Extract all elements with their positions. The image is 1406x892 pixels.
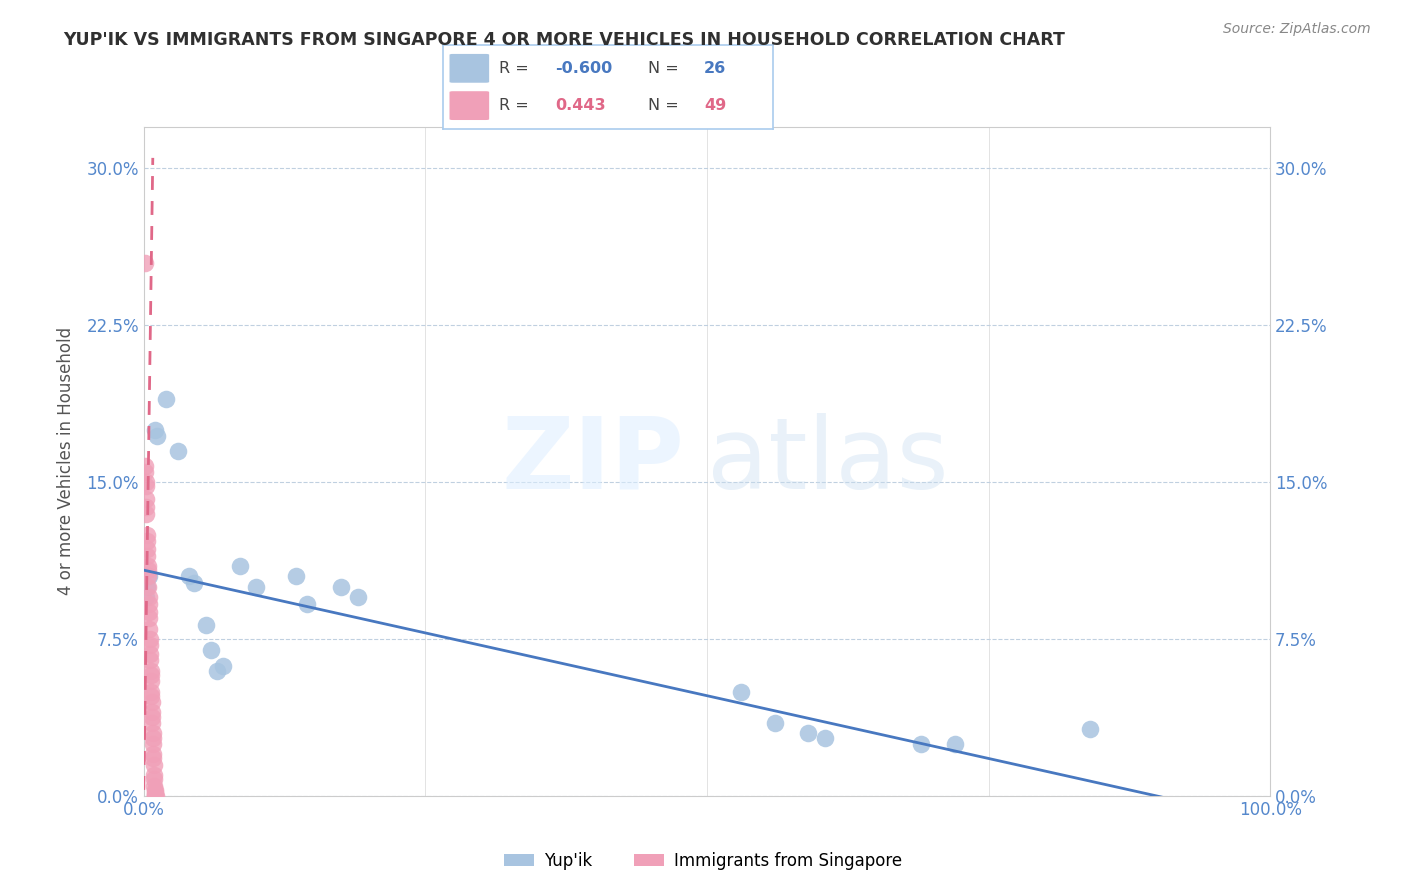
Point [136,580,159,594]
Text: atlas: atlas [707,413,949,510]
Point [797,726,820,740]
Point [141,684,163,698]
Point [139,664,162,678]
Point [146,429,169,443]
Text: N =: N = [648,61,679,76]
Point [138,622,160,636]
Point [141,715,163,730]
FancyBboxPatch shape [450,54,489,83]
Point [138,597,160,611]
Point [136,569,159,583]
Point [136,563,159,577]
Point [138,569,160,583]
Point [295,597,318,611]
Point [763,715,786,730]
Point [139,674,162,689]
Text: 49: 49 [704,98,725,113]
Point [138,591,160,605]
Point [177,569,200,583]
Point [135,479,157,493]
Point [135,491,157,506]
Text: YUP'IK VS IMMIGRANTS FROM SINGAPORE 4 OR MORE VEHICLES IN HOUSEHOLD CORRELATION : YUP'IK VS IMMIGRANTS FROM SINGAPORE 4 OR… [63,31,1066,49]
Point [138,605,160,619]
Legend: Yup'ik, Immigrants from Singapore: Yup'ik, Immigrants from Singapore [498,846,908,877]
Point [143,785,166,799]
Point [138,611,160,625]
Point [141,709,163,723]
Point [143,779,166,793]
Point [139,667,162,681]
Point [142,768,165,782]
Point [135,475,157,490]
Point [346,591,368,605]
Point [205,664,228,678]
Point [143,788,166,802]
Point [134,458,156,473]
Text: R =: R = [499,98,529,113]
Text: N =: N = [648,98,679,113]
Point [135,527,157,541]
Point [211,659,233,673]
Point [284,569,307,583]
Y-axis label: 4 or more Vehicles in Household: 4 or more Vehicles in Household [58,327,75,595]
Text: Source: ZipAtlas.com: Source: ZipAtlas.com [1223,22,1371,37]
Point [139,653,162,667]
Point [910,737,932,751]
Point [155,392,177,406]
Point [143,423,166,437]
Text: -0.600: -0.600 [555,61,613,76]
Point [136,533,159,548]
Point [143,783,166,797]
Point [141,689,163,703]
Point [135,591,157,605]
Point [135,507,157,521]
Point [142,747,165,762]
Point [194,617,217,632]
Text: 26: 26 [704,61,725,76]
Point [134,465,156,479]
Point [142,731,165,745]
Point [1078,722,1101,736]
Point [200,642,222,657]
Point [329,580,352,594]
Point [138,632,160,647]
Point [166,443,188,458]
Point [139,647,162,661]
Point [135,500,157,515]
Text: 0.443: 0.443 [555,98,606,113]
Point [183,575,205,590]
Point [145,789,167,803]
Point [136,580,159,594]
Point [139,639,162,653]
Point [814,731,837,745]
Point [142,751,165,765]
Point [141,695,163,709]
Point [136,549,159,563]
Text: R =: R = [499,61,529,76]
Point [142,737,165,751]
Point [245,580,267,594]
FancyBboxPatch shape [450,91,489,120]
Point [228,558,250,573]
Point [136,542,159,557]
Point [142,757,165,772]
Point [730,684,752,698]
Point [136,558,159,573]
Point [142,726,165,740]
Point [943,737,966,751]
Text: ZIP: ZIP [502,413,685,510]
Point [143,772,166,787]
Point [143,787,166,801]
Point [141,706,163,720]
Point [145,789,167,803]
Point [134,255,156,269]
